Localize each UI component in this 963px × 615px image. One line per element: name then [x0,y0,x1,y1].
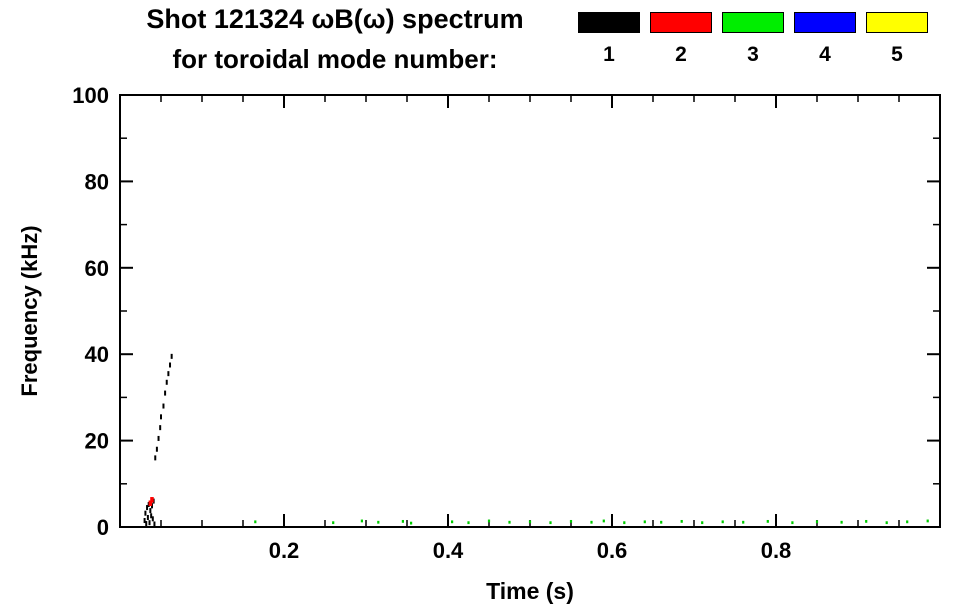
tick-labels: 0.2 0.4 0.6 0.8 0 20 40 60 80 100 [72,83,791,563]
data-point-n=3 [643,520,646,524]
y-tick-label: 100 [72,83,109,108]
legend-swatch [866,12,928,33]
legend-swatch [578,12,640,33]
data-point-n=1 [150,513,153,519]
legend-item-n5: 5 [866,12,928,67]
data-point-n=1 [146,514,149,520]
data-point-n=3 [701,521,704,525]
data-point-n=3 [885,521,888,525]
plot-frame [119,94,941,528]
data-point-n=1 [155,446,158,452]
data-point-n=3 [508,520,511,524]
data-point-n=3 [791,521,794,525]
data-point-n=1 [167,371,170,377]
data-point-n=3 [926,519,929,523]
y-tick-label: 20 [85,429,109,454]
data-point-n=3 [528,520,532,524]
data-point-n=3 [360,519,363,523]
data-point-n=1 [151,516,154,522]
legend: 1 2 3 4 5 [578,12,928,67]
data-point-n=3 [815,520,819,524]
legend-swatch [650,12,712,33]
data-point-n=3 [377,520,380,524]
data-point-n=3 [590,520,593,524]
y-tick-label: 80 [85,169,109,194]
legend-label: 1 [603,43,615,66]
legend-item-n1: 1 [578,12,640,67]
data-point-n=3 [840,520,843,524]
x-axis-label: Time (s) [486,578,574,604]
figure-subtitle: for toroidal mode number: [172,44,498,74]
data-point-n=1 [143,518,146,524]
data-point-n=3 [721,520,724,524]
legend-item-n2: 2 [650,12,712,67]
data-point-n=1 [153,521,156,527]
legend-label: 3 [747,43,759,66]
data-point-n=3 [766,519,769,523]
data-point-n=3 [569,519,573,523]
data-point-n=1 [164,390,167,396]
data-point-n=3 [410,521,413,525]
y-tick-label: 0 [97,515,109,540]
data-point-n=1 [149,508,152,514]
y-tick-label: 40 [85,342,109,367]
data-point-n=1 [170,353,173,359]
x-tick-label: 0.6 [597,538,628,563]
data-point-n=3 [487,519,491,523]
data-point-n=3 [254,520,257,524]
legend-label: 5 [891,43,903,66]
data-points [143,353,929,527]
data-point-n=1 [165,379,168,385]
legend-label: 2 [675,43,687,66]
data-point-n=3 [742,520,745,524]
data-point-n=2 [150,497,154,503]
data-point-n=1 [154,455,157,461]
data-point-n=3 [401,519,404,523]
data-point-n=1 [146,505,149,511]
data-point-n=3 [451,520,454,524]
data-point-n=2 [148,500,153,506]
x-tick-label: 0.2 [269,538,300,563]
data-point-n=3 [623,521,626,525]
data-point-n=3 [332,521,335,525]
legend-swatch [794,12,856,33]
data-point-n=3 [906,520,909,524]
data-point-n=1 [160,414,162,420]
data-point-n=1 [145,521,148,527]
data-point-n=3 [467,521,470,525]
x-tick-label: 0.8 [761,538,792,563]
data-point-n=3 [865,519,868,523]
data-point-n=1 [144,510,147,516]
legend-swatch [722,12,784,33]
legend-item-n4: 4 [794,12,856,67]
data-point-n=1 [162,403,165,409]
legend-item-n3: 3 [722,12,784,67]
data-point-n=1 [157,435,160,441]
figure-title: Shot 121324 ωB(ω) spectrum [146,4,524,34]
data-point-n=3 [549,521,552,525]
data-point-n=3 [680,519,683,523]
x-tick-label: 0.4 [433,538,464,563]
legend-label: 4 [819,43,831,66]
data-point-n=3 [602,519,605,523]
data-point-n=3 [660,520,663,524]
data-point-n=1 [159,425,162,431]
axis-ticks [120,94,940,528]
data-point-n=1 [169,362,172,368]
y-tick-label: 60 [85,256,109,281]
data-point-n=1 [148,520,151,526]
